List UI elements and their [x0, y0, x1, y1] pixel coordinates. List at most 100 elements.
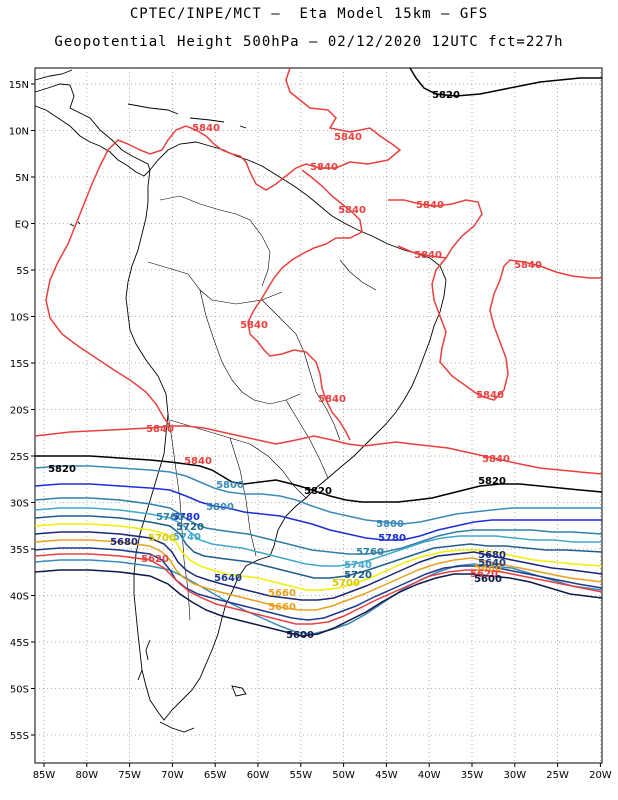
contour-5700 — [34, 523, 603, 591]
lat-label: 5N — [15, 173, 29, 184]
contour-labels: 5820 5840 5840 5840 5840 5840 5840 5840 5840 5840… — [0, 0, 542, 641]
lat-label: 20S — [10, 406, 29, 417]
contour-5660 — [34, 539, 603, 611]
contour-label: 5720 — [176, 522, 204, 533]
lon-label: 45W — [375, 770, 398, 781]
contour-label: 5840 — [310, 162, 338, 173]
lon-label: 80W — [75, 770, 98, 781]
contour-5780 — [34, 483, 602, 541]
lat-label: 30S — [10, 499, 29, 510]
lat-label: 40S — [10, 592, 29, 603]
contour-label: 5840 — [184, 456, 212, 467]
contour-5800 — [34, 559, 603, 635]
lon-label: 40W — [418, 770, 441, 781]
contour-label: 5780 — [378, 533, 406, 544]
contour-label: 5840 — [476, 390, 504, 401]
lon-label: 65W — [204, 770, 227, 781]
contour-label: 5680 — [110, 537, 138, 548]
graticule — [35, 68, 602, 763]
lon-label: 30W — [503, 770, 526, 781]
contour-label: 5800 — [376, 519, 404, 530]
contour-label: 5800 — [216, 480, 244, 491]
contour-5640 — [34, 547, 603, 621]
contour-label: 5840 — [318, 394, 346, 405]
contour-5840 — [247, 169, 363, 441]
contour-5840 — [388, 199, 483, 259]
contour-5760 — [34, 497, 603, 555]
contour-label: 5840 — [514, 260, 542, 271]
lon-label: 85W — [33, 770, 56, 781]
contour-5820 — [409, 67, 602, 97]
contour-label: 5680 — [478, 550, 506, 561]
contour-label: 5780 — [172, 512, 200, 523]
contour-label: 5620 — [141, 554, 169, 565]
lon-label: 20W — [589, 770, 612, 781]
contour-label: 5840 — [192, 123, 220, 134]
contour-5600 — [34, 569, 603, 637]
map-frame — [34, 67, 603, 764]
contour-label: 5760 — [156, 512, 184, 523]
coastlines — [34, 69, 447, 733]
lat-label: 25S — [10, 452, 29, 463]
contour-label: 5840 — [416, 200, 444, 211]
contour-label: 5820 — [432, 90, 460, 101]
contour-label: 5600 — [0, 0, 14, 3]
lon-label: 60W — [247, 770, 270, 781]
contour-5800 — [34, 465, 602, 525]
contour-label: 5840 — [146, 424, 174, 435]
contour-5620 — [34, 553, 603, 625]
lat-label: 45S — [10, 638, 29, 649]
contour-label: 5660 — [268, 588, 296, 599]
country-borders — [147, 195, 377, 621]
contour-label: 5800 — [206, 502, 234, 513]
contour-label: 5660 — [268, 602, 296, 613]
contour-label: 5700 — [332, 578, 360, 589]
contour-lines — [34, 67, 603, 637]
axis-ticks: 15N 10N 5N EQ 5S 10S 15S 20S 25S 30S 35S 40S 45S 50S 5… — [9, 80, 612, 781]
contour-label: 5840 — [414, 250, 442, 261]
contour-5720 — [34, 515, 603, 579]
contour-label: 5700 — [148, 533, 176, 544]
lon-label: 55W — [289, 770, 312, 781]
contour-label: 5620 — [470, 569, 498, 580]
contour-label: 5820 — [304, 486, 332, 497]
contour-label: 5820 — [48, 464, 76, 475]
contour-5680 — [34, 531, 603, 601]
contour-5840 — [45, 67, 603, 475]
contour-label: 5640 — [478, 558, 506, 569]
map-title-line2: Geopotential Height 500hPa – 02/12/2020 … — [54, 34, 564, 50]
lat-label: 15S — [10, 359, 29, 370]
lon-label: 70W — [161, 770, 184, 781]
contour-label: 5660 — [474, 563, 502, 574]
contour-label: 5740 — [173, 532, 201, 543]
contour-label: 5820 — [478, 476, 506, 487]
contour-label: 5760 — [356, 547, 384, 558]
lon-label: 50W — [332, 770, 355, 781]
lat-label: 50S — [10, 685, 29, 696]
contour-label: 5600 — [474, 574, 502, 585]
lat-label: 15N — [9, 80, 29, 91]
lon-label: 25W — [546, 770, 569, 781]
contour-5840 — [431, 257, 602, 401]
lat-label: EQ — [15, 220, 29, 231]
lon-label: 35W — [461, 770, 484, 781]
contour-label: 5720 — [344, 570, 372, 581]
lat-label: 5S — [16, 266, 29, 277]
lat-label: 35S — [10, 545, 29, 556]
contour-label: 5840 — [482, 454, 510, 465]
contour-5820 — [35, 455, 603, 503]
contour-label: 5640 — [214, 573, 242, 584]
contour-5740 — [34, 507, 602, 567]
contour-label: 5840 — [338, 205, 366, 216]
lat-label: 10S — [10, 313, 29, 324]
contour-label: 5840 — [334, 132, 362, 143]
lon-label: 75W — [118, 770, 141, 781]
contour-label: 5840 — [240, 320, 268, 331]
lat-label: 55S — [10, 731, 29, 742]
lat-label: 10N — [9, 127, 29, 138]
map-title-line1: CPTEC/INPE/MCT – Eta Model 15km – GFS — [129, 6, 489, 22]
contour-5840 — [34, 425, 171, 437]
contour-label: 5600 — [286, 630, 314, 641]
contour-label: 5740 — [344, 560, 372, 571]
